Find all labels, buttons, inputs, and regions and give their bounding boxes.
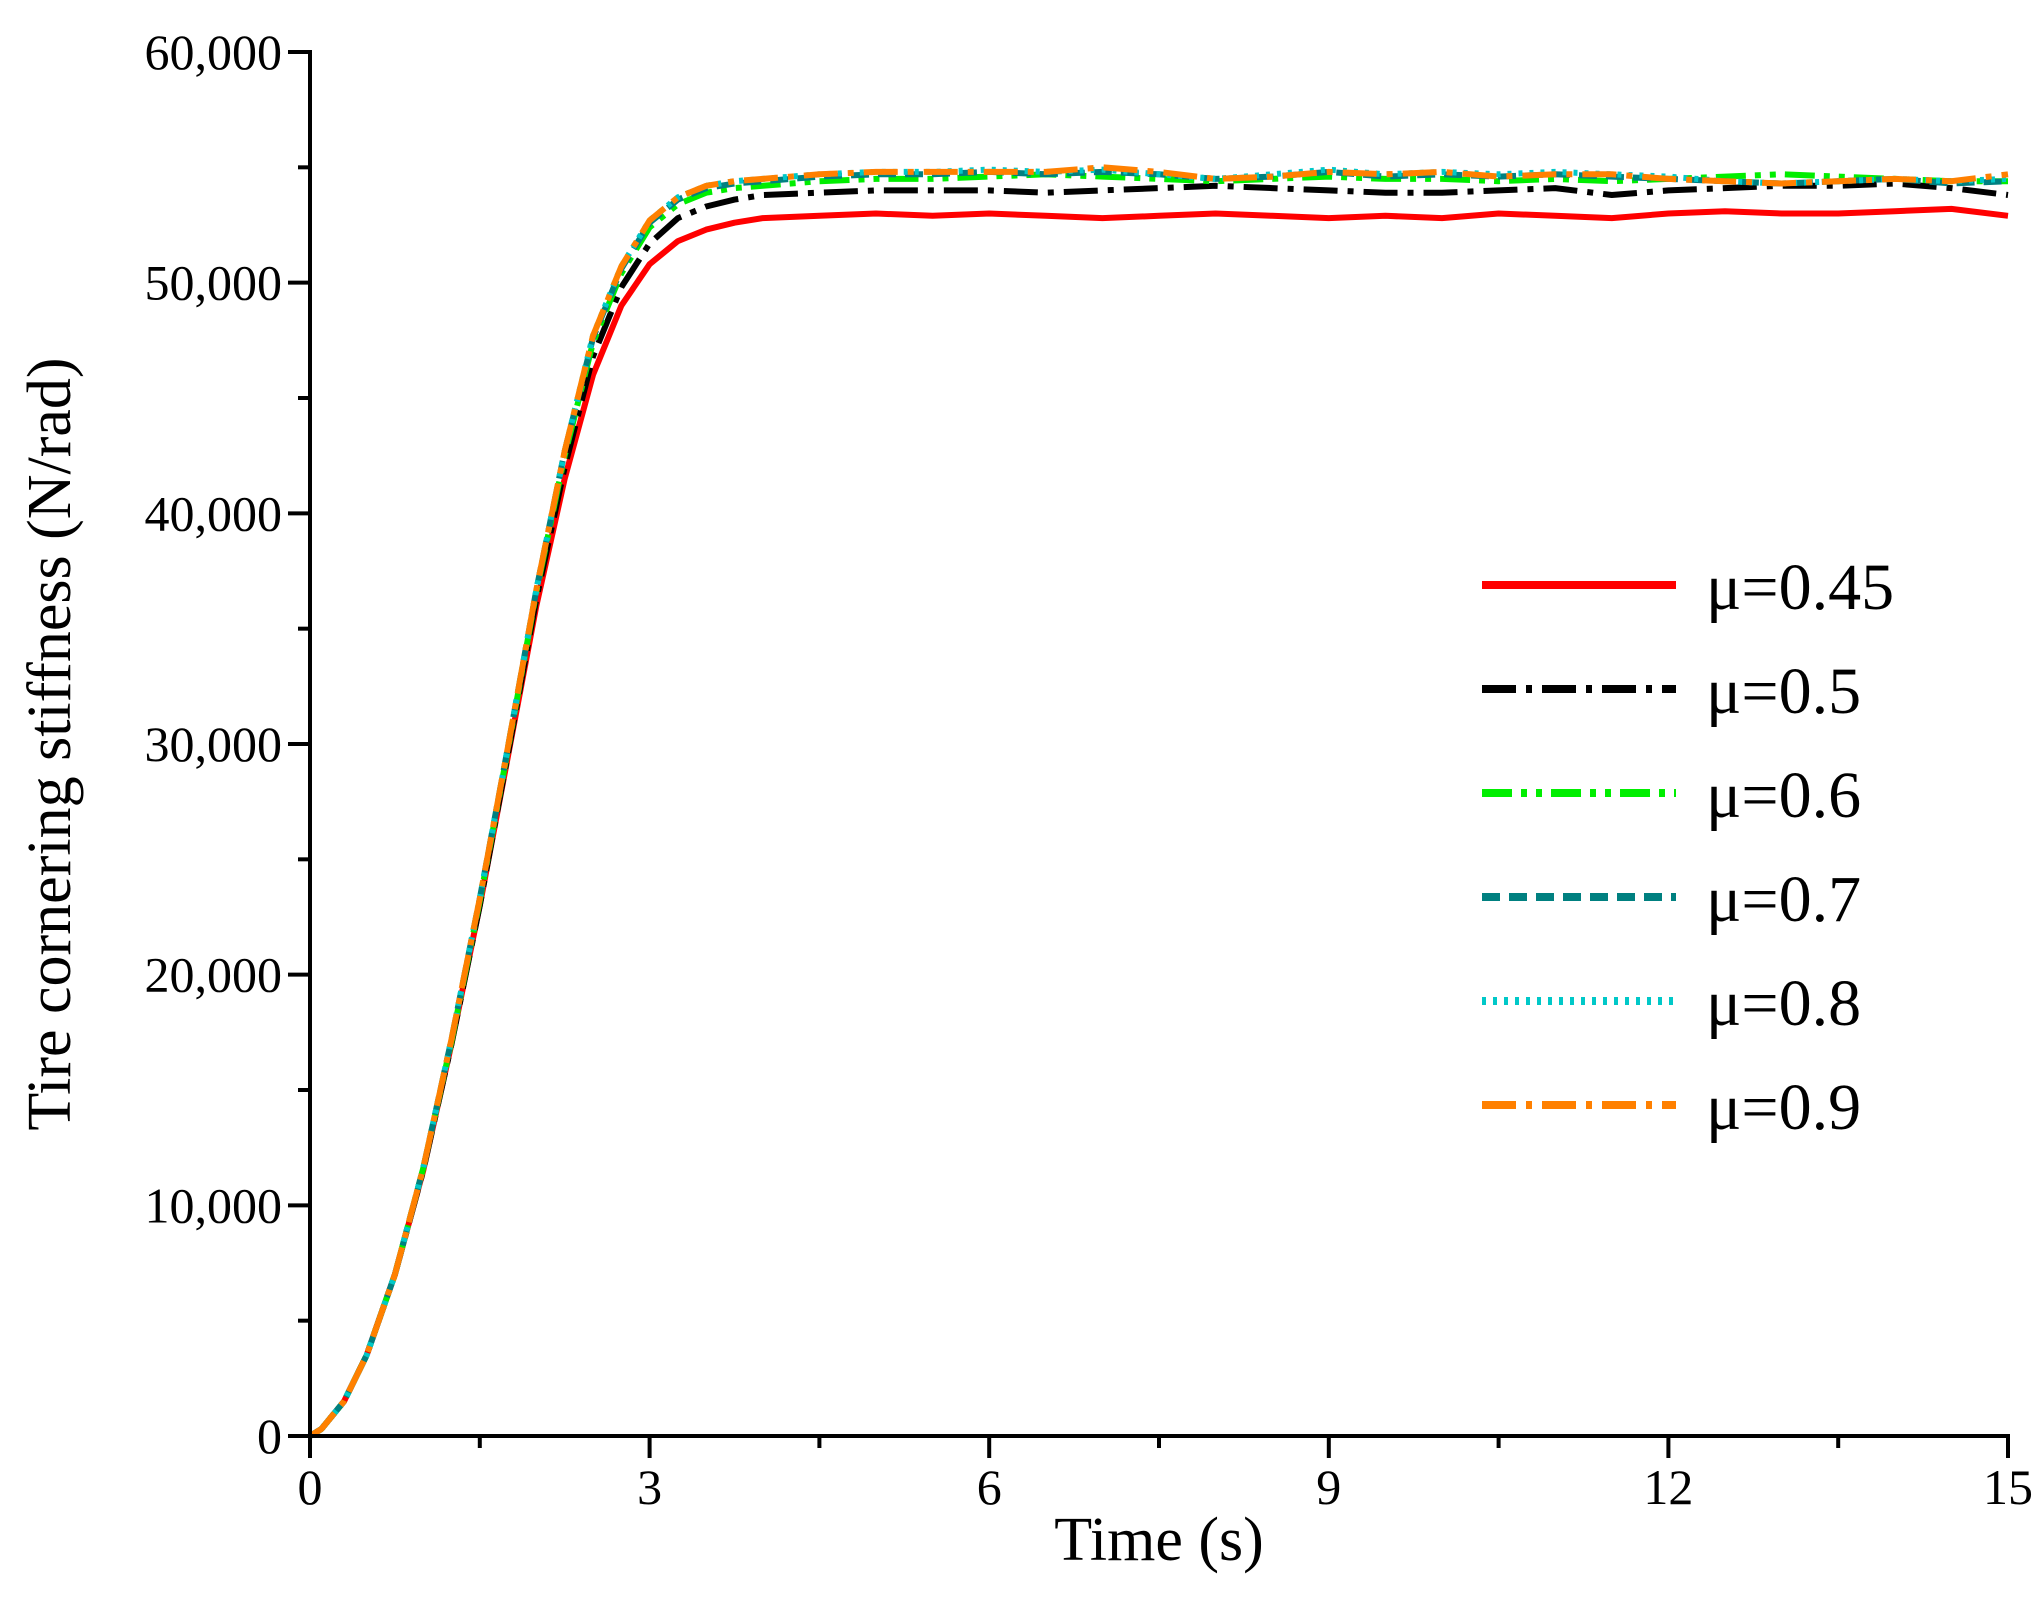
legend-label: μ=0.5: [1706, 655, 1861, 728]
series-line-6: [308, 164, 2009, 1439]
legend-label: μ=0.45: [1706, 551, 1894, 624]
y-axis-title: Tire cornering stiffness (N/rad): [16, 357, 84, 1130]
legend-entry: μ=0.5: [1482, 655, 1861, 728]
y-tick-label: 50,000: [145, 255, 283, 311]
legend-entry: μ=0.8: [1482, 967, 1861, 1040]
legend-entry: μ=0.6: [1482, 759, 1861, 832]
legend-label: μ=0.6: [1706, 759, 1861, 832]
x-axis-title: Time (s): [1054, 1506, 1264, 1574]
x-tick-label: 6: [977, 1459, 1002, 1515]
axes: [308, 50, 2010, 1438]
legend-label: μ=0.9: [1706, 1071, 1861, 1144]
x-tick-label: 0: [298, 1459, 323, 1515]
tick-labels: 0 3 6 9 12 15 0 10,000 20,000 30,000 40,000 50,000 6…: [145, 24, 2034, 1515]
y-tick-label: 0: [257, 1408, 282, 1464]
legend-label: μ=0.7: [1706, 863, 1861, 936]
y-tick-label: 10,000: [145, 1177, 283, 1233]
y-tick-label: 40,000: [145, 485, 283, 541]
y-tick-label: 60,000: [145, 24, 283, 80]
y-tick-label: 30,000: [145, 716, 283, 772]
tick-marks: [288, 50, 2010, 1458]
legend-entry: μ=0.7: [1482, 863, 1861, 936]
x-tick-label: 9: [1316, 1459, 1341, 1515]
y-tick-label: 20,000: [145, 947, 283, 1003]
series-layer: [308, 164, 2009, 1439]
series-line-5: [308, 166, 2009, 1439]
x-tick-label: 15: [1983, 1459, 2033, 1515]
legend-entry: μ=0.9: [1482, 1071, 1861, 1144]
legend-label: μ=0.8: [1706, 967, 1861, 1040]
legend: μ=0.45 μ=0.5 μ=0.6 μ=0.7 μ=0.8 μ=0.9: [1482, 551, 1894, 1144]
x-tick-label: 12: [1643, 1459, 1693, 1515]
legend-entry: μ=0.45: [1482, 551, 1894, 624]
x-tick-label: 3: [637, 1459, 662, 1515]
